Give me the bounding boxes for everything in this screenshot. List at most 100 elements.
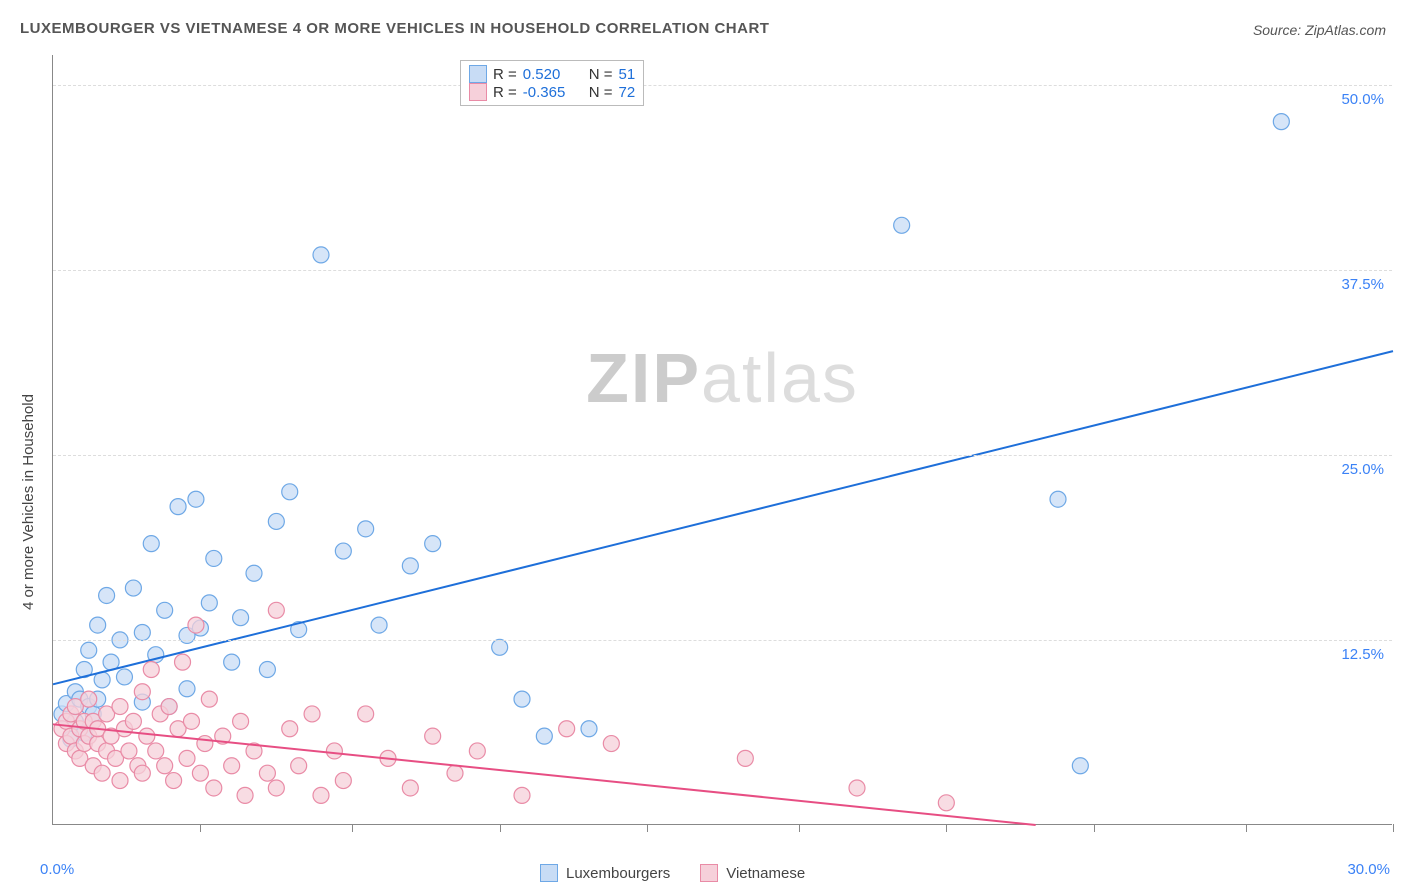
scatter-point [358,521,374,537]
scatter-point [157,602,173,618]
scatter-point [112,699,128,715]
scatter-point [335,773,351,789]
scatter-point [371,617,387,633]
legend-swatch [469,65,487,83]
bottom-legend-label: Luxembourgers [566,865,670,882]
scatter-point [188,491,204,507]
scatter-point [246,565,262,581]
scatter-point [282,484,298,500]
scatter-point [425,728,441,744]
scatter-point [206,780,222,796]
scatter-point [112,773,128,789]
scatter-point [166,773,182,789]
scatter-point [224,758,240,774]
scatter-point [192,765,208,781]
bottom-legend: Luxembourgers Vietnamese [540,864,805,882]
scatter-point [313,247,329,263]
scatter-point [134,765,150,781]
gridline [53,85,1392,86]
scatter-point [161,699,177,715]
x-axis-label-right: 30.0% [1347,861,1390,878]
scatter-point [125,713,141,729]
scatter-point [201,691,217,707]
scatter-point [121,743,137,759]
scatter-point [201,595,217,611]
n-label: N = [589,84,613,101]
bottom-legend-item: Luxembourgers [540,864,670,882]
scatter-point [183,713,199,729]
n-label: N = [589,66,613,83]
bottom-legend-label: Vietnamese [726,865,805,882]
scatter-point [99,587,115,603]
scatter-point [90,617,106,633]
x-tick [647,824,648,832]
scatter-point [313,787,329,803]
legend-swatch [700,864,718,882]
scatter-point [157,758,173,774]
scatter-point [170,499,186,515]
scatter-point [134,625,150,641]
scatter-point [175,654,191,670]
scatter-point [447,765,463,781]
scatter-point [148,743,164,759]
x-tick [946,824,947,832]
y-tick-label: 12.5% [1341,646,1384,663]
scatter-point [737,750,753,766]
r-label: R = [493,66,517,83]
chart-title: LUXEMBOURGER VS VIETNAMESE 4 OR MORE VEH… [20,20,769,37]
x-tick [500,824,501,832]
x-axis-label-left: 0.0% [40,861,74,878]
scatter-point [179,681,195,697]
x-tick [352,824,353,832]
scatter-point [1050,491,1066,507]
n-value: 72 [619,84,636,101]
y-axis-label: 4 or more Vehicles in Household [20,394,37,610]
x-tick [1094,824,1095,832]
scatter-point [259,662,275,678]
scatter-point [326,743,342,759]
scatter-point [335,543,351,559]
x-tick [200,824,201,832]
scatter-point [514,787,530,803]
legend-swatch [469,83,487,101]
scatter-point [134,684,150,700]
y-tick-label: 50.0% [1341,91,1384,108]
gridline [53,455,1392,456]
scatter-point [492,639,508,655]
scatter-point [938,795,954,811]
scatter-point [116,669,132,685]
scatter-point [894,217,910,233]
scatter-point [81,642,97,658]
r-value: 0.520 [523,66,583,83]
x-tick [1393,824,1394,832]
scatter-point [197,736,213,752]
y-tick-label: 37.5% [1341,276,1384,293]
x-tick [1246,824,1247,832]
scatter-point [233,610,249,626]
scatter-point [1072,758,1088,774]
y-tick-label: 25.0% [1341,461,1384,478]
scatter-point [268,513,284,529]
scatter-point [603,736,619,752]
r-label: R = [493,84,517,101]
scatter-point [304,706,320,722]
plot-area: ZIPatlas 12.5%25.0%37.5%50.0% [52,55,1392,825]
scatter-point [1273,114,1289,130]
stats-legend-row: R =0.520N =51 [469,65,635,83]
stats-legend-row: R =-0.365N =72 [469,83,635,101]
scatter-point [514,691,530,707]
source-label: Source: ZipAtlas.com [1253,22,1386,38]
scatter-svg [53,55,1393,825]
regression-line [53,351,1393,684]
stats-legend: R =0.520N =51R =-0.365N =72 [460,60,644,106]
scatter-point [206,550,222,566]
scatter-point [536,728,552,744]
scatter-point [469,743,485,759]
gridline [53,640,1392,641]
scatter-point [581,721,597,737]
scatter-point [268,780,284,796]
legend-swatch [540,864,558,882]
scatter-point [224,654,240,670]
bottom-legend-item: Vietnamese [700,864,805,882]
scatter-point [143,662,159,678]
